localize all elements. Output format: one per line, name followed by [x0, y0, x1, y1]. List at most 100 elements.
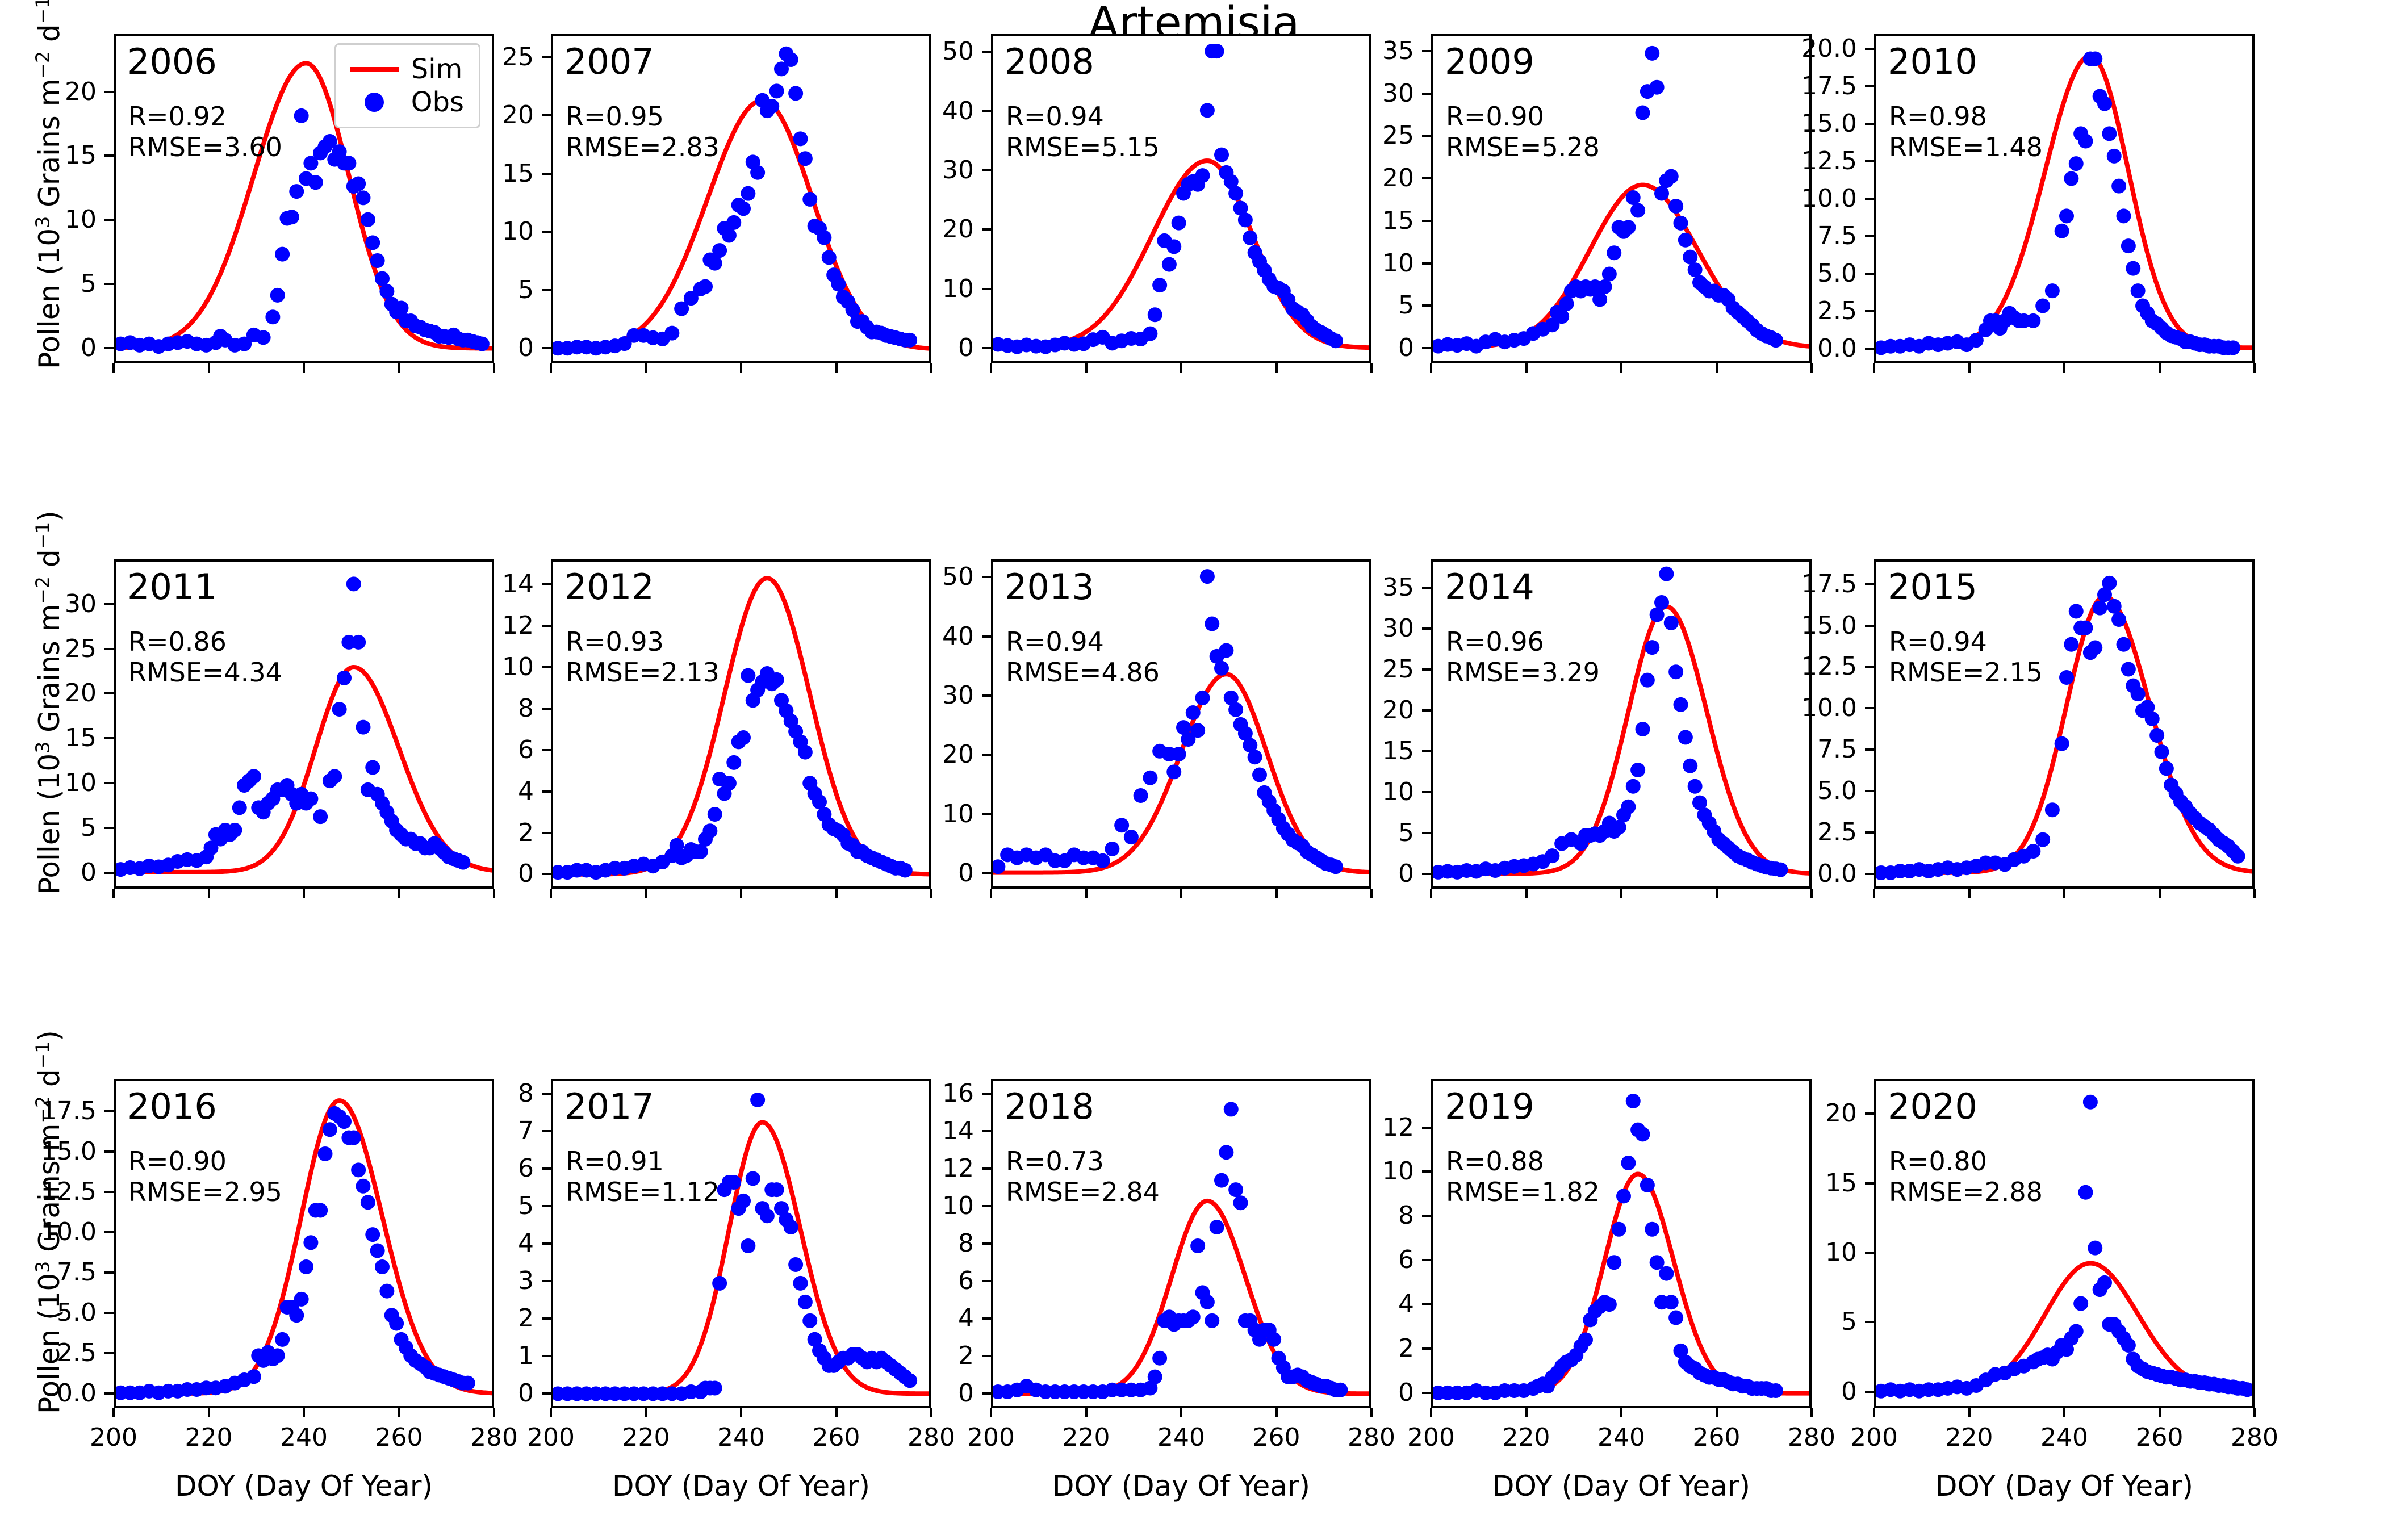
obs-point: [1181, 731, 1196, 747]
obs-point: [332, 144, 347, 160]
x-tick-mark: [1620, 363, 1622, 373]
y-tick-mark: [542, 1130, 551, 1133]
panel-year-label: 2009: [1445, 41, 1534, 82]
sim-line-2020: [1876, 1261, 2252, 1395]
stat-r: R=0.94: [1006, 626, 1104, 657]
obs-point: [2106, 148, 2122, 164]
panel-year-label: 2010: [1888, 41, 1977, 82]
obs-point: [1773, 862, 1788, 877]
obs-points-2007: [553, 46, 918, 356]
obs-point: [1683, 249, 1698, 265]
obs-point: [356, 719, 371, 735]
y-tick-mark: [542, 1354, 551, 1357]
stat-r: R=0.93: [566, 626, 664, 657]
y-tick-label: 4: [1398, 1290, 1414, 1319]
obs-point: [2130, 687, 2146, 702]
legend-entry-obs[interactable]: Obs: [346, 86, 464, 119]
plot-canvas-2010: [1876, 51, 2252, 355]
obs-point: [707, 256, 722, 271]
obs-point: [270, 1348, 285, 1363]
obs-point: [1199, 1294, 1215, 1309]
obs-point: [759, 1208, 775, 1224]
x-tick-mark: [1968, 889, 1971, 898]
y-tick-label: 15: [1825, 1168, 1857, 1198]
obs-point: [2092, 600, 2107, 616]
obs-points-2013: [993, 569, 1343, 874]
x-tick-mark: [1715, 363, 1718, 373]
y-tick-mark: [982, 287, 991, 290]
x-tick-mark: [2063, 1408, 2065, 1417]
obs-point: [1133, 788, 1148, 804]
obs-point: [812, 794, 827, 810]
y-tick-mark: [104, 826, 114, 829]
obs-point: [2078, 620, 2093, 635]
stat-rmse: RMSE=4.34: [128, 657, 282, 688]
x-tick-mark: [740, 889, 742, 898]
obs-point: [698, 279, 713, 294]
y-tick-label: 17.5: [1801, 72, 1857, 101]
x-tick-mark: [1525, 1408, 1528, 1417]
obs-point: [2130, 283, 2146, 299]
obs-point: [1597, 279, 1612, 294]
obs-points-2019: [1433, 1094, 1783, 1400]
y-tick-label: 10: [1825, 1237, 1857, 1267]
obs-point: [227, 822, 242, 838]
obs-point: [394, 300, 409, 316]
y-tick-label: 2: [518, 818, 534, 847]
panel-year-label: 2007: [564, 41, 654, 82]
y-tick-mark: [1865, 666, 1874, 668]
obs-point: [256, 330, 271, 345]
axes-2019: [1431, 1079, 1812, 1408]
y-tick-label: 20: [942, 740, 974, 769]
obs-point: [275, 246, 290, 262]
y-tick-mark: [1865, 707, 1874, 710]
obs-point: [2054, 736, 2069, 751]
stat-rmse: RMSE=2.83: [566, 132, 720, 163]
obs-point: [793, 131, 808, 147]
obs-point: [721, 228, 737, 243]
y-tick-mark: [542, 347, 551, 350]
subplot-2017: 2017 R=0.91 RMSE=1.12 0 1 2 3 4 5 6 7 8 200 220 240 260…: [518, 1079, 955, 1500]
subplot-2011: 2011 R=0.86 RMSE=4.34 0 5 10 15 20 25 30: [65, 559, 495, 898]
obs-point: [2078, 1185, 2093, 1200]
y-tick-mark: [104, 219, 114, 221]
y-tick-mark: [1422, 750, 1431, 753]
obs-point: [270, 287, 285, 303]
legend-key: [346, 93, 402, 112]
y-tick-mark: [104, 692, 114, 695]
obs-point: [769, 1182, 784, 1198]
axes-2009: [1431, 34, 1812, 363]
y-tick-label: 0: [518, 859, 534, 889]
y-tick-mark: [1422, 92, 1431, 95]
x-axis-label: DOY (Day Of Year): [612, 1470, 870, 1503]
obs-point: [1219, 643, 1234, 658]
axes-2016: [114, 1079, 494, 1408]
obs-point: [1205, 616, 1220, 631]
obs-point: [1223, 1102, 1239, 1117]
y-tick-mark: [542, 1205, 551, 1208]
y-tick-label: 30: [1382, 78, 1414, 108]
stat-rmse: RMSE=2.88: [1889, 1177, 2043, 1208]
obs-point: [2026, 313, 2041, 328]
obs-point: [707, 1380, 722, 1396]
y-tick-label: 5: [1398, 818, 1414, 848]
obs-point: [2068, 604, 2084, 619]
obs-point: [1166, 239, 1182, 254]
subplot-2006: 2006 R=0.92 RMSE=3.60 0 5 10 15 20 Sim Obs: [65, 34, 495, 373]
obs-point: [2126, 261, 2141, 276]
obs-point: [351, 634, 366, 650]
obs-point: [1143, 326, 1158, 341]
obs-point: [327, 769, 342, 784]
obs-point: [474, 336, 490, 351]
y-tick-mark: [982, 51, 991, 53]
y-tick-mark: [1865, 85, 1874, 88]
obs-point: [1659, 566, 1674, 581]
obs-point: [356, 190, 371, 206]
legend-entry-sim[interactable]: Sim: [346, 53, 464, 86]
y-tick-mark: [982, 1317, 991, 1320]
x-tick-label: 260: [1252, 1423, 1300, 1452]
obs-point: [726, 755, 742, 770]
y-tick-label: 35: [1382, 36, 1414, 65]
obs-point: [2059, 670, 2074, 685]
